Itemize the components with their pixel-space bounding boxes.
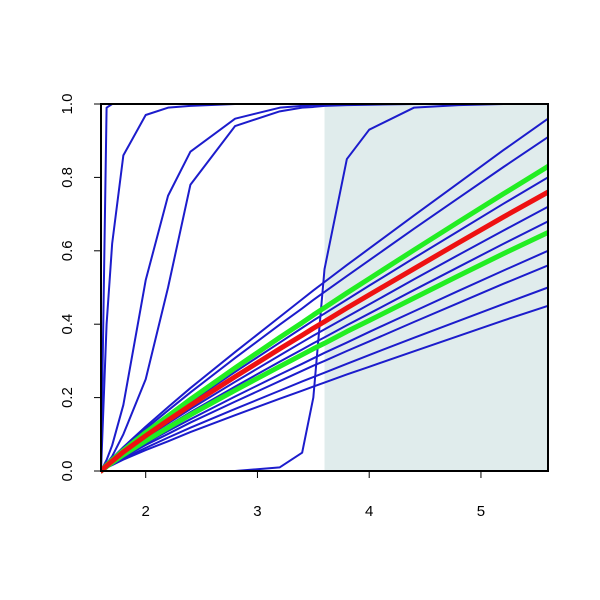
y-tick-label: 0.6 — [59, 240, 76, 261]
x-tick-label: 3 — [253, 503, 261, 520]
y-tick-label: 0.8 — [59, 167, 76, 188]
x-tick-label: 4 — [365, 503, 373, 520]
y-tick-label: 0.0 — [59, 461, 76, 482]
y-tick-label: 0.4 — [59, 314, 76, 335]
y-tick-label: 1.0 — [59, 94, 76, 115]
y-tick-label: 0.2 — [59, 387, 76, 408]
series-line — [101, 304, 548, 472]
plot-frame — [100, 103, 549, 472]
x-tick-label: 5 — [477, 503, 485, 520]
series-line — [101, 189, 548, 474]
x-tick-label: 2 — [142, 503, 150, 520]
